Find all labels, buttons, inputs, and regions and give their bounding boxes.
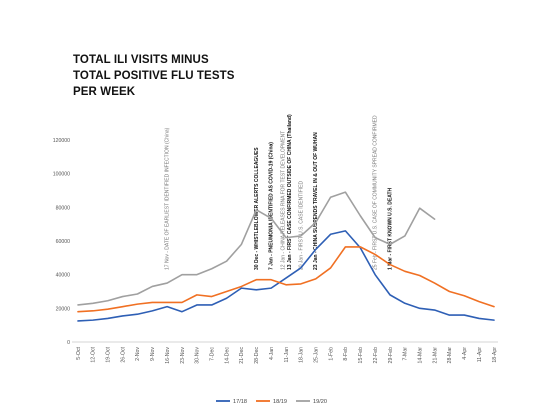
annotation-label: 25 Feb - FIRST U.S. CASE OF COMMUNITY SP… [373,115,379,270]
x-tick-label: 18-Jan [299,347,305,363]
y-tick-label: 60000 [56,239,71,245]
x-tick-label: 7-Dec [210,347,216,361]
x-tick-label: 7-Mar [403,347,409,361]
x-tick-label: 4-Jan [269,347,275,360]
chart-title: TOTAL ILI VISITS MINUS TOTAL POSITIVE FL… [73,54,235,98]
x-tick-label: 30-Nov [195,347,201,364]
y-tick-label: 0 [67,340,70,346]
legend-label: 19/20 [313,399,327,405]
x-tick-label: 4-Apr [462,347,468,360]
x-tick-label: 22-Feb [373,347,379,364]
x-tick-label: 14-Mar [418,347,424,364]
y-tick-label: 100000 [53,172,70,178]
series-line [77,191,436,306]
y-tick-label: 20000 [56,306,71,312]
x-tick-label: 16-Nov [165,347,171,364]
annotation-label: 30 Dec - WHISTLEBLOWER ALERTS COLLEAGUES [254,147,260,270]
y-tick-label: 120000 [53,138,70,144]
x-tick-label: 2-Nov [135,347,141,361]
x-tick-label: 25-Jan [314,347,320,363]
legend-label: 17/18 [233,399,247,405]
x-tick-label: 21-Mar [432,347,438,364]
x-tick-label: 1-Feb [328,347,334,361]
series-line [77,246,495,313]
y-tick-label: 80000 [56,205,71,211]
annotation-label: 13 Jan - FIRST CASE CONFIRMED OUTSIDE OF… [287,114,293,270]
y-tick-label: 40000 [56,273,71,279]
x-tick-label: 19-Oct [106,346,112,362]
x-tick-label: 11-Jan [284,347,290,363]
x-tick-label: 18-Apr [492,347,498,363]
x-tick-label: 15-Feb [358,347,364,364]
x-tick-label: 8-Feb [343,347,349,361]
x-tick-label: 11-Apr [477,347,483,362]
x-tick-label: 14-Dec [224,347,230,364]
annotation-label: 23 Jan - CHINA SUSPENDS TRAVEL IN & OUT … [313,132,319,270]
annotation-label: 7 Jan - PNEUMONIA IDENTIFIED AS COVID-19… [269,142,275,270]
annotation-label: 1 Mar - FIRST KNOWN U.S. DEATH [388,187,394,270]
x-tick-label: 26-Oct [120,346,126,362]
x-tick-label: 28-Dec [254,347,260,364]
x-tick-label: 9-Nov [150,347,156,361]
annotation-label: 20 Jan - FIRST U.S. CASE IDENTIFIED [298,181,304,270]
x-tick-label: 23-Nov [180,347,186,364]
x-tick-label: 21-Dec [239,347,245,364]
x-tick-label: 28-Mar [447,347,453,364]
annotation-label: 17 Nov - DATE OF EARLIEST IDENTIFIED INF… [165,127,171,270]
annotation-label: 12 Jan - CHINA RELEASES RNA FOR TEST DEV… [280,131,286,270]
x-tick-label: 5-Oct [76,346,82,359]
legend-label: 18/19 [273,399,287,405]
x-tick-label: 12-Oct [91,346,97,362]
series-line [77,230,495,322]
x-tick-label: 29-Feb [388,347,394,364]
